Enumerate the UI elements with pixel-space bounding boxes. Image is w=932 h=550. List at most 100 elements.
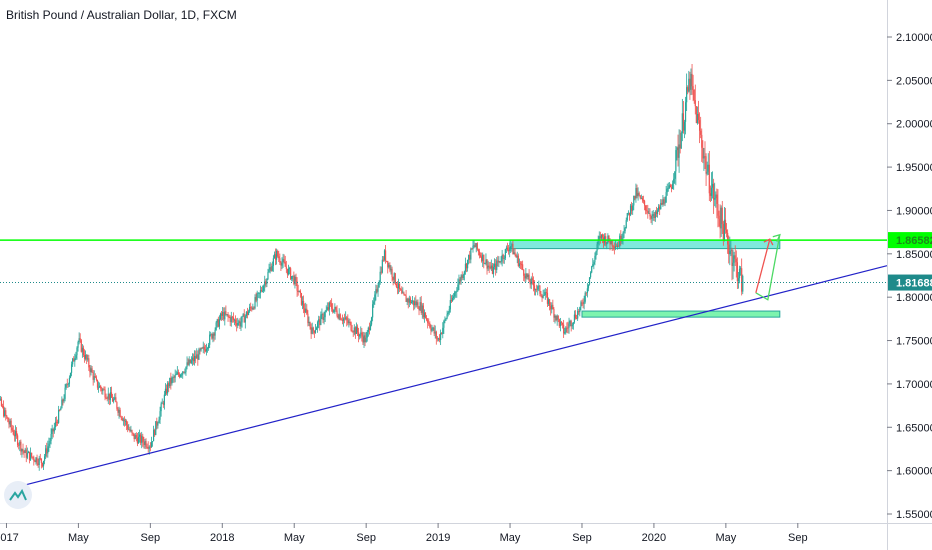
candle-body	[570, 320, 572, 327]
candle-body	[104, 389, 106, 398]
candle-body	[227, 314, 229, 317]
candle-body	[620, 235, 622, 242]
candle-body	[297, 290, 299, 293]
candle-body	[335, 306, 337, 311]
candle-body	[259, 290, 262, 293]
candle-body	[67, 383, 69, 385]
candle-body	[113, 399, 115, 402]
price-tick-label: 1.90000	[896, 205, 932, 217]
candle-body	[155, 421, 157, 436]
candle-body	[631, 205, 633, 211]
candle-body	[234, 319, 237, 324]
candle-body	[599, 236, 601, 239]
price-badge	[888, 232, 932, 249]
candle-body	[117, 408, 119, 413]
candle-body	[154, 429, 156, 436]
candle-body	[593, 262, 595, 265]
candle-body	[211, 333, 213, 339]
price-tick-label: 2.05000	[896, 75, 932, 87]
candle-body	[146, 446, 148, 448]
candle-body	[59, 410, 61, 411]
candle-body	[555, 315, 557, 321]
candle-body	[436, 338, 438, 340]
candle-body	[41, 462, 44, 467]
candle-body	[201, 347, 203, 349]
candle-body	[720, 207, 722, 229]
candle-body	[414, 301, 416, 306]
candle-body	[53, 427, 55, 432]
candle-body	[601, 234, 604, 238]
candle-body	[569, 320, 571, 324]
candle-body	[199, 349, 201, 351]
candle-body	[367, 327, 369, 333]
candle-body	[476, 243, 478, 250]
time-axis[interactable]: 2017 May Sep 2018 May Sep 2019 May Sep 2020 May Sep	[0, 523, 808, 544]
candle-body	[257, 292, 259, 294]
candle-body	[361, 332, 363, 337]
candle-body	[686, 87, 688, 103]
candle-body	[197, 354, 199, 360]
candle-body	[331, 303, 333, 309]
support-zone	[581, 310, 781, 318]
candle-body	[659, 206, 661, 210]
candle-body	[309, 322, 311, 328]
candle-body	[142, 436, 144, 442]
candle-body	[587, 284, 590, 289]
candle-body	[269, 267, 271, 270]
candle-body	[174, 374, 176, 378]
tradingview-logo-icon[interactable]	[4, 481, 32, 509]
candle-body	[512, 243, 514, 255]
candle-body	[541, 295, 543, 298]
candle-body	[252, 307, 254, 310]
candle-body	[649, 213, 651, 217]
price-axis[interactable]: 2.10000 2.05000 2.00000 1.95000 1.90000 1.850…	[887, 32, 932, 521]
candle-body	[246, 311, 249, 315]
candle-body	[338, 314, 340, 319]
candle-body	[524, 275, 526, 279]
candle-body	[189, 359, 191, 363]
candle-body	[115, 397, 117, 403]
candle-body	[528, 274, 530, 282]
candle-body	[0, 398, 1, 400]
candle-body	[674, 171, 676, 179]
candle-body	[185, 366, 187, 373]
candle-body	[614, 246, 617, 249]
candle-body	[635, 188, 637, 199]
candle-body	[661, 202, 663, 205]
candle-body	[653, 214, 655, 219]
candle-body	[625, 220, 627, 229]
candle-body	[36, 457, 38, 464]
candle-body	[429, 323, 431, 328]
candle-body	[144, 441, 146, 445]
candle-body	[662, 199, 664, 205]
candle-body	[213, 333, 215, 336]
candle-body	[397, 283, 400, 289]
candle-body	[193, 355, 196, 362]
candle-body	[377, 287, 379, 292]
candle-body	[376, 289, 378, 292]
candle-body	[445, 318, 447, 320]
candle-body	[515, 254, 517, 258]
candle-body	[396, 286, 399, 289]
candle-body	[12, 430, 14, 435]
candle-body	[157, 423, 159, 426]
candle-body	[407, 298, 409, 303]
candle-body	[392, 276, 394, 280]
candle-body	[99, 385, 101, 388]
candle-body	[120, 416, 122, 419]
candle-body	[378, 282, 380, 288]
candle-body	[32, 456, 34, 458]
candle-body	[244, 316, 246, 323]
candle-body	[415, 301, 417, 306]
candle-body	[409, 298, 412, 304]
candle-body	[77, 342, 79, 348]
time-tick-label: May	[68, 532, 89, 544]
candle-body	[164, 388, 167, 395]
candle-body	[618, 245, 620, 247]
candle-body	[184, 372, 186, 373]
candle-body	[293, 275, 295, 285]
candle-body	[646, 210, 648, 212]
candle-body	[404, 294, 406, 296]
candle-body	[74, 358, 76, 362]
